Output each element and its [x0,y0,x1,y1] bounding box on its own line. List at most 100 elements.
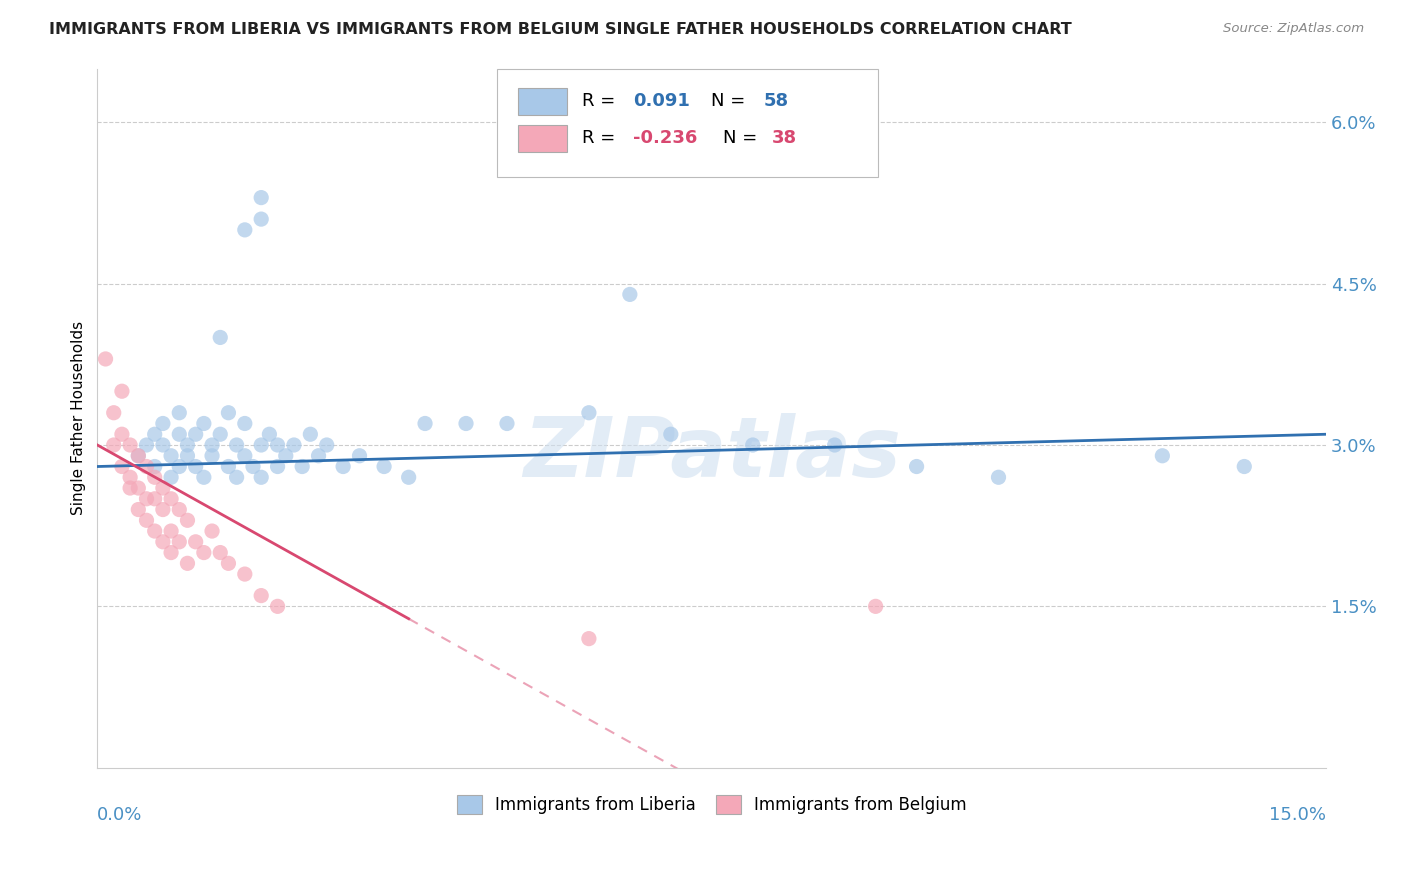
Point [184,534,207,549]
Point [454,417,477,431]
Point [217,459,239,474]
Point [169,534,191,549]
Point [659,427,682,442]
Point [143,459,166,474]
Point [233,449,256,463]
Point [127,449,149,463]
Point [274,449,297,463]
Point [1233,459,1256,474]
Point [120,481,142,495]
Point [193,417,215,431]
Point [578,632,600,646]
Point [905,459,928,474]
Point [120,470,142,484]
Point [741,438,763,452]
Point [160,470,183,484]
Point [160,449,183,463]
Text: N =: N = [710,93,751,111]
Point [315,438,337,452]
Point [160,545,183,559]
Point [169,406,191,420]
Point [127,481,149,495]
Point [266,438,288,452]
Point [143,491,166,506]
Point [824,438,846,452]
Point [398,470,420,484]
Point [152,481,174,495]
Text: 15.0%: 15.0% [1270,806,1326,824]
Point [184,427,207,442]
Point [135,513,157,527]
Point [250,589,273,603]
Point [111,427,134,442]
Point [201,524,224,538]
FancyBboxPatch shape [496,69,877,177]
Point [152,417,174,431]
Point [217,557,239,571]
Point [308,449,330,463]
Point [103,406,125,420]
Point [111,384,134,399]
Text: 0.091: 0.091 [633,93,690,111]
Text: IMMIGRANTS FROM LIBERIA VS IMMIGRANTS FROM BELGIUM SINGLE FATHER HOUSEHOLDS CORR: IMMIGRANTS FROM LIBERIA VS IMMIGRANTS FR… [49,22,1071,37]
Point [169,502,191,516]
Text: R =: R = [582,129,620,147]
Point [169,427,191,442]
Point [266,599,288,614]
Point [135,438,157,452]
Point [120,438,142,452]
Point [209,545,232,559]
Point [193,470,215,484]
Point [578,406,600,420]
Y-axis label: Single Father Households: Single Father Households [72,321,86,516]
Point [184,459,207,474]
Point [143,427,166,442]
Point [209,330,232,344]
FancyBboxPatch shape [517,88,567,115]
Point [496,417,519,431]
Point [373,459,395,474]
Text: N =: N = [723,129,763,147]
Text: R =: R = [582,93,620,111]
Point [94,351,117,366]
Point [201,438,224,452]
Point [250,191,273,205]
Point [233,223,256,237]
Point [135,491,157,506]
Point [1152,449,1174,463]
Text: 58: 58 [763,93,789,111]
Point [619,287,641,301]
Point [143,470,166,484]
Point [111,459,134,474]
Point [250,470,273,484]
Point [349,449,371,463]
Point [209,427,232,442]
Point [176,449,198,463]
Point [250,438,273,452]
Point [865,599,887,614]
FancyBboxPatch shape [517,125,567,152]
Point [127,502,149,516]
Legend: Immigrants from Liberia, Immigrants from Belgium: Immigrants from Liberia, Immigrants from… [449,787,976,822]
Point [169,459,191,474]
Point [160,491,183,506]
Point [291,459,314,474]
Point [332,459,354,474]
Point [143,524,166,538]
Point [127,449,149,463]
Text: -0.236: -0.236 [633,129,697,147]
Point [152,502,174,516]
Point [193,545,215,559]
Point [176,438,198,452]
Point [413,417,436,431]
Point [201,449,224,463]
Point [160,524,183,538]
Point [217,406,239,420]
Text: 0.0%: 0.0% [97,806,143,824]
Point [225,470,247,484]
Text: 38: 38 [772,129,797,147]
Point [152,438,174,452]
Point [152,534,174,549]
Point [135,459,157,474]
Point [259,427,281,442]
